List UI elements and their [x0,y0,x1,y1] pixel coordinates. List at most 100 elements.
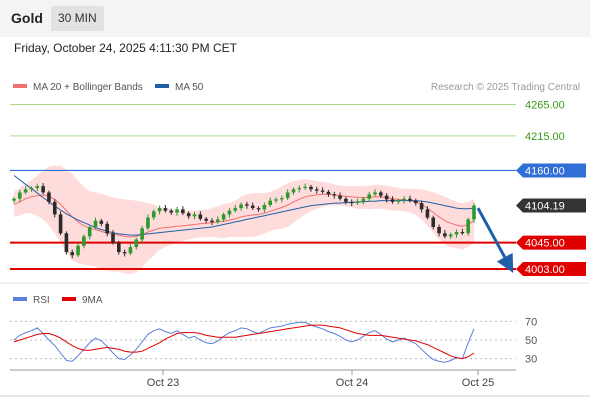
candle-body [408,198,412,201]
candle-body [23,189,28,193]
candle-body [291,189,296,193]
candle-body [268,200,273,205]
candle-body [157,208,162,212]
x-tick-label: Oct 23 [147,377,179,389]
candle-body [396,200,401,202]
level-tag-support [516,235,586,250]
candle-body [64,233,69,253]
rsi-line [13,321,475,363]
candle-body [99,220,104,224]
legend-swatch [13,297,27,301]
candle-body [349,201,354,204]
candle-body [454,231,459,235]
candle-body [233,208,238,211]
candle-body [384,195,389,200]
candle-body [239,204,243,209]
legend-label: MA 50 [175,82,204,93]
candle-body [82,236,86,246]
legend-swatch [62,297,76,301]
rsi-ma-line [13,324,475,360]
candle-body [390,199,395,202]
candle-body [134,239,139,248]
candle-body [93,220,98,227]
candle-body [431,217,436,227]
forecast-arrow-layer [476,207,514,273]
candle-body [402,198,406,201]
candle-body [320,190,325,192]
watermark: Research © 2025 Trading Central [431,82,580,93]
candle-body [297,188,302,190]
legend-swatch [13,84,27,88]
level-labels: 4265.00 4215.00 4160.00 4104.19 4045.00 4003.… [516,100,586,277]
candle-body [87,226,92,237]
candle-body [466,219,470,234]
candle-body [338,195,342,199]
candle-body [413,200,418,204]
candle-body [280,198,284,200]
candle-body [35,186,40,189]
candle-body [245,204,249,206]
rsi-layer: 70 50 30 [10,316,537,366]
candle-body [186,213,191,217]
candle-body [227,210,232,215]
candle-body [437,226,441,234]
level-tag-pivot [516,163,586,178]
levels-layer [10,104,516,271]
candle-body [76,245,80,256]
candle-body [355,201,360,204]
candle-body [204,218,208,221]
rsi-tick-label: 50 [525,335,537,347]
level-label: 4104.19 [525,201,565,213]
candle-body [314,189,319,191]
candle-body [262,204,267,210]
candle-body [151,211,156,218]
candle-body [117,242,121,253]
legend-label: 9MA [82,295,103,306]
candle-body [373,192,377,195]
legend-swatch [155,84,169,88]
candle-body [163,208,168,211]
candle-body [175,209,179,213]
candle-body [448,234,453,237]
candle-body [285,192,290,199]
candle-body [326,191,331,195]
main-legend: MA 20 + Bollinger Bands MA 50 [13,82,204,93]
candle-body [361,198,366,202]
level-label: 4003.00 [525,264,565,276]
candle-body [52,201,57,215]
candle-body [443,233,447,237]
candle-body [332,194,337,196]
candle-body [221,214,226,220]
level-label: 4215.00 [525,131,565,143]
candle-body [105,223,109,234]
chart-header: Gold 30 MIN [0,0,590,37]
candle-body [367,194,371,199]
candle-body [379,192,383,196]
candle-body [18,192,22,199]
candle-body [309,186,313,190]
candle-body [472,205,476,220]
x-tick-label: Oct 25 [462,377,494,389]
candle-body [140,228,144,240]
level-label: 4265.00 [525,100,565,112]
candle-body [47,192,51,202]
candle-body [419,203,424,210]
candle-body [122,252,127,254]
x-axis-layer: Oct 23 Oct 24 Oct 25 [147,370,494,389]
level-label: 4045.00 [525,238,565,250]
level-label: 4160.00 [525,165,565,177]
level-tag-support [516,262,586,277]
candle-body [128,247,133,254]
candle-body [58,214,63,234]
timeframe-selector[interactable]: 30 MIN [51,6,104,31]
candle-body [425,209,430,218]
candle-body [460,231,465,234]
rsi-tick-label: 30 [525,354,537,366]
candle-body [303,186,307,189]
candle-body [210,220,214,222]
candle-body [256,208,261,210]
candles-layer [12,183,476,259]
candle-body [192,214,197,217]
legend-label: RSI [33,295,50,306]
